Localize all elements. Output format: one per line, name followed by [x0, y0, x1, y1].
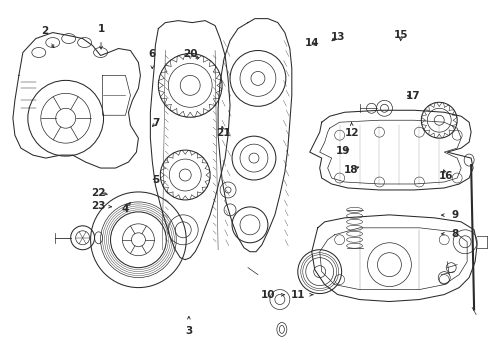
Text: 3: 3	[185, 316, 193, 336]
Text: 12: 12	[345, 122, 360, 138]
Text: 20: 20	[183, 49, 199, 59]
Text: 22: 22	[91, 188, 107, 198]
Text: 8: 8	[441, 229, 459, 239]
Text: 7: 7	[152, 118, 160, 128]
Text: 9: 9	[441, 210, 459, 220]
Text: 19: 19	[336, 145, 350, 156]
Text: 14: 14	[305, 38, 319, 48]
Text: 13: 13	[330, 32, 345, 41]
Text: 2: 2	[41, 26, 54, 48]
Text: 4: 4	[122, 203, 130, 214]
Text: 5: 5	[152, 175, 160, 185]
Text: 15: 15	[394, 30, 409, 41]
Text: 17: 17	[406, 91, 421, 101]
Text: 23: 23	[91, 201, 111, 211]
Text: 18: 18	[344, 165, 359, 175]
Text: 10: 10	[261, 290, 284, 300]
Text: 21: 21	[216, 126, 230, 138]
Text: 11: 11	[291, 290, 313, 300]
Text: 6: 6	[148, 49, 156, 69]
Text: 1: 1	[98, 24, 105, 49]
Text: 16: 16	[439, 170, 453, 181]
